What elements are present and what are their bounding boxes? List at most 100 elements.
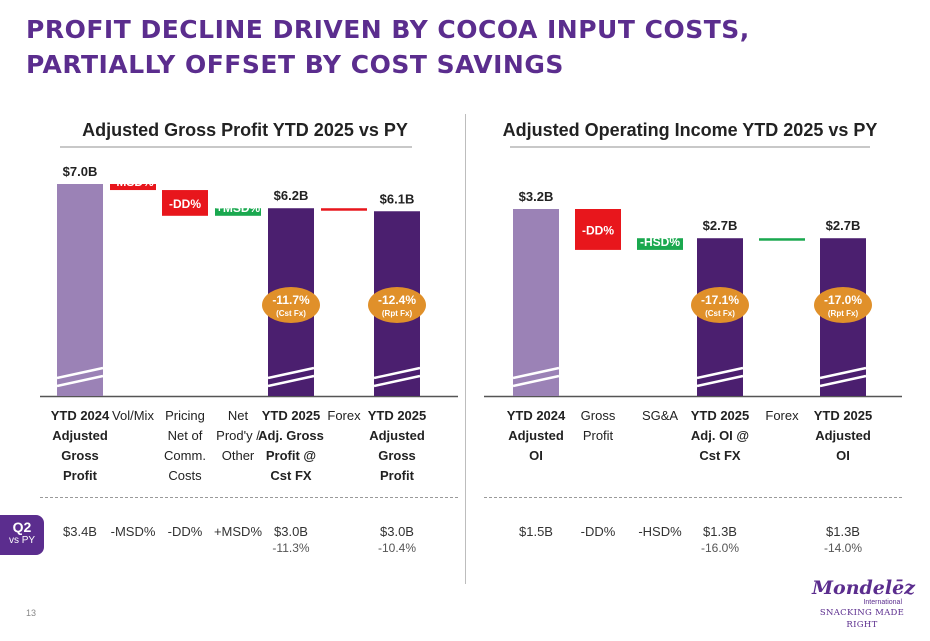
category-label-line: OI <box>836 448 850 463</box>
bar-value-label: $6.2B <box>274 188 309 203</box>
q2-value-sub: -16.0% <box>700 541 740 555</box>
q2-value: -DD% <box>145 524 225 539</box>
category-label: Forex <box>304 406 384 426</box>
bar-delta-label: -DD% <box>582 223 614 237</box>
q2-value: +MSD% <box>198 524 278 539</box>
category-label-line: Adjusted <box>52 428 108 443</box>
q2-separator <box>40 497 458 498</box>
category-label-line: Adjusted <box>508 428 564 443</box>
axis-break-mark <box>512 366 560 380</box>
bar-delta-label: -DD% <box>169 197 201 211</box>
category-label-line: Adj. OI @ <box>690 428 750 443</box>
category-label: YTD 2025 Adjusted OI <box>803 406 883 466</box>
axis-break-mark <box>512 374 560 388</box>
chart-title-operating-income: Adjusted Operating Income YTD 2025 vs PY <box>502 120 878 140</box>
bar-total <box>57 184 103 396</box>
category-label-line: Gross <box>580 408 616 423</box>
growth-badge-value: -17.0% <box>824 293 862 307</box>
bar-delta-label: +MSD% <box>216 201 261 215</box>
q2-value: $1.3B -16.0% <box>680 524 760 555</box>
mondelez-logo: Mondelēz International SNACKING MADE RIG… <box>812 577 915 631</box>
category-label: YTD 2025 Adj. OI @ Cst FX <box>680 406 760 466</box>
category-label-line: Adj. Gross <box>258 428 324 443</box>
category-label-line: Prod'y / <box>216 428 260 443</box>
logo-sub: International <box>863 599 902 606</box>
bar-delta-label: -HSD% <box>640 235 680 249</box>
chart-title-underline <box>60 146 412 148</box>
q2-value: -MSD% <box>93 524 173 539</box>
category-label: Gross Profit <box>558 406 638 446</box>
growth-badge <box>691 287 749 323</box>
bar-delta <box>215 208 261 216</box>
bar-value-label: $2.7B <box>826 218 861 233</box>
category-label: YTD 2024 Adjusted Gross Profit <box>40 406 120 486</box>
category-label-line: YTD 2024 <box>50 408 110 423</box>
growth-badge-value: -12.4% <box>378 293 416 307</box>
q2-value-main: $3.0B <box>274 524 308 539</box>
category-label: YTD 2024 Adjusted OI <box>496 406 576 466</box>
bar-delta-label: -MSD% <box>112 175 154 189</box>
axis-break-mark <box>56 366 104 380</box>
q2-value-main: $1.3B <box>703 524 737 539</box>
axis-break-mark <box>56 374 104 388</box>
bar-value-label: $7.0B <box>63 164 98 179</box>
growth-badge-value: -17.1% <box>701 293 739 307</box>
axis-break-mark <box>373 374 421 388</box>
category-label-line: Profit <box>63 468 97 483</box>
q2-value-main: -DD% <box>580 524 616 539</box>
category-label-line: Gross <box>61 448 99 463</box>
axis-break-mark <box>819 366 867 380</box>
q2-value-main: -HSD% <box>638 524 682 539</box>
growth-badge-value: -11.7% <box>272 293 310 307</box>
category-label: SG&A <box>620 406 700 426</box>
axis-break-mark <box>696 374 744 388</box>
growth-badge-sub: (Rpt Fx) <box>382 309 413 318</box>
category-label-line: Cst FX <box>270 468 312 483</box>
category-label-line: Gross <box>378 448 416 463</box>
q2-separator <box>484 497 902 498</box>
q2-badge-top: Q2 <box>12 519 32 535</box>
logo-brand: Mondelēz <box>812 577 915 599</box>
q2-value-main: +MSD% <box>213 524 263 539</box>
bar-value-label: $6.1B <box>380 191 415 206</box>
category-label-line: SG&A <box>641 408 679 423</box>
category-label: Net Prod'y / Other <box>198 406 278 466</box>
category-label-line: Forex <box>327 408 361 423</box>
q2-badge-bottom: vs PY <box>8 535 36 546</box>
category-label: Vol/Mix <box>93 406 173 426</box>
chart-title-gross-profit: Adjusted Gross Profit YTD 2025 vs PY <box>82 120 408 140</box>
growth-badge-sub: (Cst Fx) <box>705 309 735 318</box>
bar-delta <box>575 209 621 250</box>
category-label-line: OI <box>529 448 543 463</box>
q2-value: $1.5B <box>496 524 576 539</box>
page-title: PROFIT DECLINE DRIVEN BY COCOA INPUT COS… <box>26 15 750 79</box>
growth-badge <box>814 287 872 323</box>
bar-delta <box>321 208 367 211</box>
category-label: YTD 2025 Adj. Gross Profit @ Cst FX <box>251 406 331 486</box>
q2-value: $1.3B -14.0% <box>803 524 883 555</box>
q2-value-main: $1.5B <box>519 524 553 539</box>
category-label-line: YTD 2025 <box>813 408 873 423</box>
bar-value-label: $3.2B <box>519 189 554 204</box>
category-label-line: Forex <box>765 408 799 423</box>
bar-total <box>513 209 559 396</box>
bar-delta <box>759 238 805 241</box>
q2-value: -HSD% <box>620 524 700 539</box>
growth-badge-sub: (Rpt Fx) <box>828 309 859 318</box>
category-label-line: Net of <box>167 428 203 443</box>
axis-break-mark <box>373 366 421 380</box>
category-label-line: Profit <box>380 468 414 483</box>
growth-badge <box>262 287 320 323</box>
category-label-line: Adjusted <box>369 428 425 443</box>
axis-break-mark <box>696 366 744 380</box>
category-label-line: Pricing <box>165 408 205 423</box>
axis-break-mark <box>267 366 315 380</box>
category-label-line: Cst FX <box>699 448 741 463</box>
q2-value-main: $3.4B <box>63 524 97 539</box>
q2-value-sub: -11.3% <box>272 541 310 555</box>
q2-value-main: $3.0B <box>380 524 414 539</box>
growth-badge <box>368 287 426 323</box>
axis-break-mark <box>267 374 315 388</box>
bar-delta <box>110 184 156 191</box>
